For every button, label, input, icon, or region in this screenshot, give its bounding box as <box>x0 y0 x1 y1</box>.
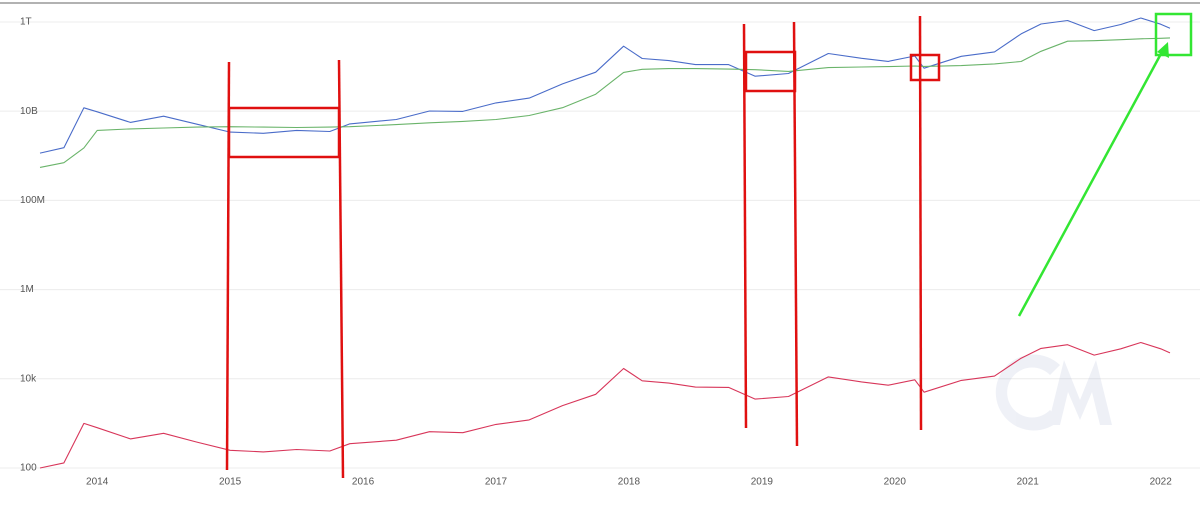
y-tick-label: 1T <box>20 17 32 28</box>
annotation-box <box>227 106 341 159</box>
annotation-box <box>744 50 797 93</box>
annotation-line <box>742 23 748 429</box>
y-tick-label: 100 <box>20 463 37 474</box>
x-tick-label: 2017 <box>485 477 508 488</box>
x-tick-label: 2019 <box>751 477 774 488</box>
x-tick-label: 2021 <box>1017 477 1040 488</box>
x-tick-label: 2016 <box>352 477 375 488</box>
annotation-box <box>1154 12 1193 57</box>
x-tick-label: 2022 <box>1150 477 1173 488</box>
y-tick-label: 10B <box>20 106 38 117</box>
series-line <box>39 341 1171 469</box>
annotation-arrowhead <box>1157 42 1169 58</box>
series-line <box>39 17 1171 154</box>
x-tick-label: 2018 <box>618 477 641 488</box>
annotations <box>225 12 1193 479</box>
y-tick-label: 1M <box>20 284 34 295</box>
series-line <box>39 37 1171 168</box>
annotation-box <box>909 53 941 82</box>
annotation-arrow <box>1017 49 1165 317</box>
annotation-line <box>918 15 923 431</box>
y-tick-label: 10k <box>20 373 37 384</box>
x-tick-label: 2015 <box>219 477 242 488</box>
lines <box>39 17 1171 469</box>
y-tick-label: 100M <box>20 195 45 206</box>
annotation-line <box>792 21 799 447</box>
x-tick-label: 2014 <box>86 477 109 488</box>
watermark <box>995 354 1112 431</box>
x-tick-label: 2020 <box>884 477 907 488</box>
grid <box>0 21 1200 469</box>
